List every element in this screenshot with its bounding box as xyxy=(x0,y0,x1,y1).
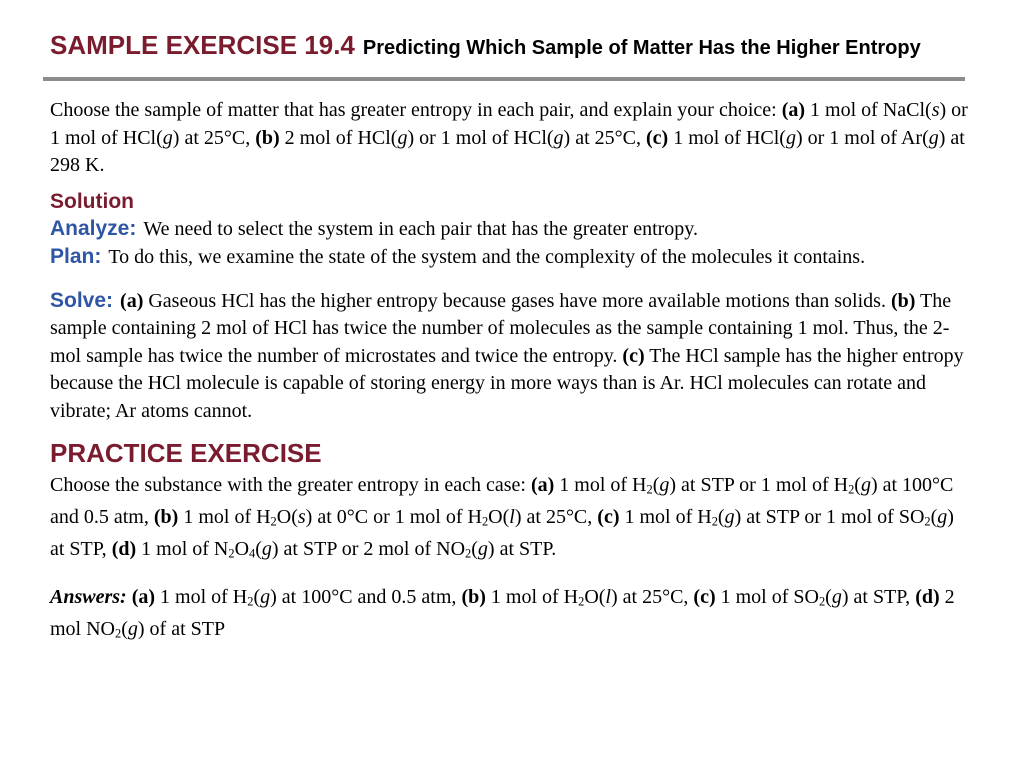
solution-heading: Solution xyxy=(50,189,134,213)
slide-header: SAMPLE EXERCISE 19.4 Predicting Which Sam… xyxy=(50,30,968,65)
solve-paragraph: Solve: (a) Gaseous HCl has the higher ent… xyxy=(50,287,968,426)
sample-exercise-title: SAMPLE EXERCISE 19.4 xyxy=(50,30,355,60)
analyze-line: Analyze: We need to select the system in … xyxy=(50,215,968,244)
problem-statement-paragraph: Choose the sample of matter that has gre… xyxy=(50,99,968,176)
solve-label: Solve: xyxy=(50,288,114,312)
solve-text: (a) Gaseous HCl has the higher entropy b… xyxy=(50,289,964,422)
plan-text: To do this, we examine the state of the … xyxy=(108,246,866,268)
analyze-label: Analyze: xyxy=(50,216,137,240)
analyze-text: We need to select the system in each pai… xyxy=(143,217,699,240)
header-divider-rule xyxy=(43,77,965,81)
sample-exercise-subtitle: Predicting Which Sample of Matter Has th… xyxy=(362,37,921,59)
plan-label: Plan: xyxy=(50,245,102,268)
practice-exercise-paragraph: Choose the substance with the greater en… xyxy=(50,474,954,562)
practice-exercise-heading: PRACTICE EXERCISE xyxy=(50,438,322,468)
answers-paragraph: Answers: (a) 1 mol of H2(g) at 100°C and… xyxy=(50,585,955,641)
plan-line: Plan: To do this, we examine the state of… xyxy=(50,243,968,272)
